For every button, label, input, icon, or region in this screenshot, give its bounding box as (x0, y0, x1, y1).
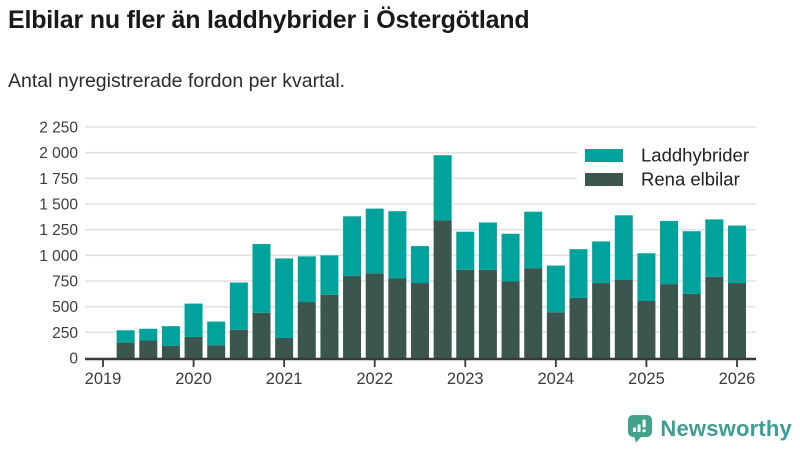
bar-segment-2023-Q3-rena-elbilar (501, 281, 520, 358)
newsworthy-icon (628, 415, 653, 443)
bar-segment-2021-Q4-laddhybrider (343, 216, 362, 276)
stacked-bar-chart: 0 250 500 750 1 000 1 250 1 500 1 750 2 000 2 250… (39, 120, 763, 388)
bar-segment-2023-Q4-laddhybrider (524, 211, 543, 269)
bar-segment-2025-Q3-laddhybrider (682, 231, 701, 294)
x-tick-label: 2021 (266, 370, 303, 388)
chart-title: Elbilar nu fler än laddhybrider i Österg… (8, 6, 530, 34)
bar-segment-2024-Q4-rena-elbilar (614, 279, 633, 358)
bar-segment-2023-Q1-rena-elbilar (456, 269, 475, 358)
bar-segment-2019-Q3-rena-elbilar (139, 340, 158, 358)
bar-segment-2020-Q1-laddhybrider (184, 303, 203, 337)
bar-segment-2020-Q4-laddhybrider (252, 244, 271, 313)
bar-segment-2021-Q1-rena-elbilar (275, 337, 294, 358)
bar-segment-2025-Q4-rena-elbilar (705, 276, 724, 358)
bar-segment-2020-Q2-rena-elbilar (207, 345, 226, 358)
bar-segment-2024-Q3-laddhybrider (592, 241, 611, 284)
bar-segment-2022-Q4-laddhybrider (433, 155, 452, 221)
bar-segment-2019-Q4-rena-elbilar (161, 345, 180, 358)
bar-segment-2022-Q2-laddhybrider (388, 211, 407, 279)
bar-segment-2021-Q2-laddhybrider (297, 256, 316, 303)
bar-segment-2024-Q1-rena-elbilar (546, 312, 565, 358)
x-tick-label: 2025 (628, 370, 665, 388)
legend-swatch-rena-elbilar (585, 173, 623, 186)
bar-segment-2024-Q2-rena-elbilar (569, 297, 588, 358)
bar-segment-2023-Q3-laddhybrider (501, 233, 520, 282)
bar-segment-2019-Q4-laddhybrider (161, 326, 180, 346)
bar-segment-2023-Q2-rena-elbilar (478, 269, 497, 358)
y-tick-label: 1 750 (39, 171, 78, 188)
x-tick-label: 2020 (175, 370, 212, 388)
bar-segment-2026-Q1-rena-elbilar (727, 283, 746, 358)
bar-segment-2019-Q2-rena-elbilar (116, 342, 135, 358)
y-tick-label: 500 (52, 299, 78, 316)
bar-segment-2019-Q2-laddhybrider (116, 330, 135, 343)
bar-segment-2022-Q1-laddhybrider (365, 208, 384, 274)
x-tick-label: 2019 (85, 370, 122, 388)
bar-segment-2025-Q2-rena-elbilar (660, 284, 679, 358)
y-tick-label: 1 500 (39, 197, 78, 214)
y-tick-label: 0 (69, 351, 78, 368)
bar-segment-2025-Q3-rena-elbilar (682, 293, 701, 358)
bar-segment-2024-Q3-rena-elbilar (592, 283, 611, 358)
bar-segment-2021-Q3-rena-elbilar (320, 294, 339, 358)
y-tick-label: 1 250 (39, 222, 78, 239)
bar-segment-2022-Q3-laddhybrider (410, 246, 429, 284)
legend-swatch-laddhybrider (585, 149, 623, 162)
x-tick-label: 2026 (719, 370, 756, 388)
newsworthy-wordmark: Newsworthy (660, 415, 792, 441)
bar-segment-2020-Q3-laddhybrider (229, 282, 248, 330)
x-tick-label: 2024 (537, 370, 574, 388)
legend-background (577, 139, 763, 197)
y-tick-label: 1 000 (39, 248, 78, 265)
bar-segment-2021-Q3-laddhybrider (320, 255, 339, 295)
bar-segment-2020-Q1-rena-elbilar (184, 336, 203, 358)
bar-segment-2026-Q1-laddhybrider (727, 225, 746, 284)
bar-segment-2020-Q4-rena-elbilar (252, 312, 271, 358)
bar-segment-2024-Q4-laddhybrider (614, 215, 633, 280)
bar-segment-2025-Q1-laddhybrider (637, 253, 656, 302)
bar-segment-2024-Q2-laddhybrider (569, 249, 588, 298)
bar-segment-2022-Q3-rena-elbilar (410, 283, 429, 358)
bar-segment-2022-Q1-rena-elbilar (365, 273, 384, 358)
legend-label-laddhybrider: Laddhybrider (641, 145, 749, 166)
bar-segment-2019-Q3-laddhybrider (139, 328, 158, 341)
bar-segment-2022-Q2-rena-elbilar (388, 278, 407, 358)
newsworthy-logo: Newsworthy (627, 414, 792, 443)
bar-segment-2023-Q2-laddhybrider (478, 222, 497, 270)
y-tick-label: 2 000 (39, 145, 78, 162)
bar-segment-2021-Q4-rena-elbilar (343, 275, 362, 358)
bar-segment-2024-Q1-laddhybrider (546, 265, 565, 313)
bar-segment-2023-Q4-rena-elbilar (524, 268, 543, 358)
bar-segment-2020-Q2-laddhybrider (207, 321, 226, 346)
bar-segment-2020-Q3-rena-elbilar (229, 329, 248, 358)
chart-subtitle: Antal nyregistrerade fordon per kvartal. (8, 70, 346, 92)
x-tick-label: 2023 (447, 370, 484, 388)
bar-segment-2021-Q1-laddhybrider (275, 258, 294, 338)
bar-segment-2022-Q4-rena-elbilar (433, 220, 452, 358)
y-tick-label: 750 (52, 274, 78, 291)
bar-segment-2023-Q1-laddhybrider (456, 231, 475, 270)
bar-segment-2025-Q1-rena-elbilar (637, 301, 656, 358)
bar-segment-2021-Q2-rena-elbilar (297, 302, 316, 358)
x-tick-label: 2022 (356, 370, 393, 388)
bar-segment-2025-Q2-laddhybrider (660, 220, 679, 285)
y-tick-label: 2 250 (39, 120, 78, 137)
legend-label-rena-elbilar: Rena elbilar (641, 169, 740, 190)
bar-segment-2025-Q4-laddhybrider (705, 219, 724, 277)
y-tick-label: 250 (52, 325, 78, 342)
